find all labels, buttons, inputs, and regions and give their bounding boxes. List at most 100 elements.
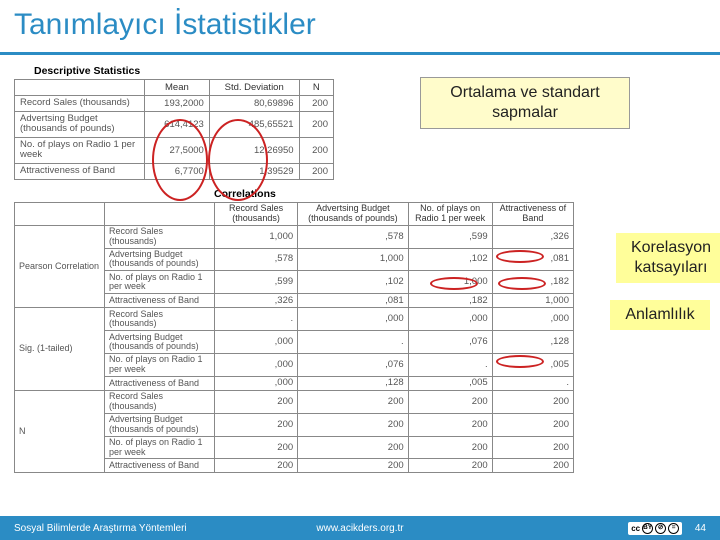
cell-value: ,128 bbox=[298, 376, 409, 390]
cell-value: 200 bbox=[408, 459, 492, 473]
footer-left: Sosyal Bilimlerde Araştırma Yöntemleri bbox=[14, 523, 187, 534]
cell-value: 485,65521 bbox=[209, 112, 299, 138]
table-row: Pearson CorrelationRecord Sales (thousan… bbox=[15, 225, 574, 248]
cell-value: 1,39529 bbox=[209, 163, 299, 179]
cell-value: 1,000 bbox=[408, 271, 492, 294]
title-bar: Tanımlayıcı İstatistikler bbox=[0, 0, 720, 55]
cell-value: 200 bbox=[299, 96, 333, 112]
cell-value: 200 bbox=[408, 436, 492, 459]
cell-value: ,326 bbox=[215, 294, 298, 308]
footer-url: www.acikders.org.tr bbox=[316, 523, 403, 534]
row-label: Record Sales (thousands) bbox=[105, 225, 215, 248]
cell-value: ,182 bbox=[408, 294, 492, 308]
cell-value: 614,4123 bbox=[145, 112, 210, 138]
cell-value: 193,2000 bbox=[145, 96, 210, 112]
desc-col-header: N bbox=[299, 80, 333, 96]
cc-nc-icon: ⊘ bbox=[655, 523, 666, 534]
cell-value: 1,000 bbox=[492, 294, 573, 308]
row-label: Record Sales (thousands) bbox=[105, 308, 215, 331]
desc-tbody: Record Sales (thousands)193,200080,69896… bbox=[15, 96, 334, 180]
cell-value: ,000 bbox=[215, 331, 298, 354]
cell-value: 200 bbox=[299, 137, 333, 163]
cell-value: . bbox=[492, 376, 573, 390]
row-label: Advertsing Budget (thousands of pounds) bbox=[105, 413, 215, 436]
row-label: Advertsing Budget (thousands of pounds) bbox=[105, 248, 215, 271]
table-row: Attractiveness of Band6,77001,39529200 bbox=[15, 163, 334, 179]
row-label: No. of plays on Radio 1 per week bbox=[105, 436, 215, 459]
cell-value: 200 bbox=[215, 390, 298, 413]
table-row: Advertsing Budget (thousands of pounds)6… bbox=[15, 112, 334, 138]
correlations-heading: Correlations bbox=[214, 188, 706, 200]
corr-col-header: Advertsing Budget (thousands of pounds) bbox=[298, 202, 409, 225]
cell-value: ,000 bbox=[298, 308, 409, 331]
cc-badge: cc BY ⊘ = bbox=[628, 522, 682, 535]
page-number: 44 bbox=[695, 523, 706, 534]
table-row: Sig. (1-tailed)Record Sales (thousands).… bbox=[15, 308, 574, 331]
corr-thead: Record Sales (thousands)Advertsing Budge… bbox=[15, 202, 574, 225]
corr-col-header: Attractiveness of Band bbox=[492, 202, 573, 225]
cell-value: ,102 bbox=[408, 248, 492, 271]
cell-value: 200 bbox=[298, 390, 409, 413]
cell-value: 200 bbox=[298, 436, 409, 459]
callout-corr-coef: Korelasyon katsayıları bbox=[616, 233, 720, 283]
cell-value: ,599 bbox=[408, 225, 492, 248]
cell-value: 200 bbox=[492, 390, 573, 413]
descriptive-heading: Descriptive Statistics bbox=[34, 65, 706, 77]
cell-value: . bbox=[298, 331, 409, 354]
corr-tbody: Pearson CorrelationRecord Sales (thousan… bbox=[15, 225, 574, 473]
row-label: Attractiveness of Band bbox=[105, 376, 215, 390]
cell-value: ,081 bbox=[298, 294, 409, 308]
cell-value: 200 bbox=[298, 459, 409, 473]
cell-value: 200 bbox=[408, 413, 492, 436]
cell-value: ,005 bbox=[408, 376, 492, 390]
row-label: Record Sales (thousands) bbox=[15, 96, 145, 112]
cell-value: 200 bbox=[215, 459, 298, 473]
desc-col-header: Std. Deviation bbox=[209, 80, 299, 96]
cell-value: 6,7700 bbox=[145, 163, 210, 179]
cell-value: ,005 bbox=[492, 353, 573, 376]
cell-value: 200 bbox=[299, 163, 333, 179]
cc-nd-icon: = bbox=[668, 523, 679, 534]
desc-thead: MeanStd. DeviationN bbox=[15, 80, 334, 96]
content-area: Descriptive Statistics MeanStd. Deviatio… bbox=[0, 55, 720, 473]
cell-value: ,076 bbox=[408, 331, 492, 354]
cell-value: ,000 bbox=[492, 308, 573, 331]
row-label: Record Sales (thousands) bbox=[105, 390, 215, 413]
cell-value: 1,000 bbox=[298, 248, 409, 271]
cell-value: ,102 bbox=[298, 271, 409, 294]
footer-right: cc BY ⊘ = 44 bbox=[628, 522, 706, 535]
cell-value: ,000 bbox=[215, 376, 298, 390]
row-label: Advertsing Budget (thousands of pounds) bbox=[15, 112, 145, 138]
cell-value: ,000 bbox=[408, 308, 492, 331]
cell-value: 200 bbox=[408, 390, 492, 413]
cc-by-icon: BY bbox=[642, 523, 653, 534]
row-label: Attractiveness of Band bbox=[105, 294, 215, 308]
desc-col-header: Mean bbox=[145, 80, 210, 96]
row-label: Attractiveness of Band bbox=[15, 163, 145, 179]
cell-value: 200 bbox=[298, 413, 409, 436]
correlations-block: Correlations Record Sales (thousands)Adv… bbox=[14, 188, 706, 474]
cell-value: ,326 bbox=[492, 225, 573, 248]
callout-mean-std: Ortalama ve standart sapmalar bbox=[420, 77, 630, 129]
cell-value: 200 bbox=[492, 436, 573, 459]
cell-value: ,081 bbox=[492, 248, 573, 271]
cell-value: . bbox=[215, 308, 298, 331]
page-title: Tanımlayıcı İstatistikler bbox=[14, 8, 706, 42]
cell-value: 200 bbox=[492, 413, 573, 436]
cell-value: ,578 bbox=[298, 225, 409, 248]
cell-value: 200 bbox=[215, 413, 298, 436]
row-label: No. of plays on Radio 1 per week bbox=[105, 353, 215, 376]
group-label: N bbox=[15, 390, 105, 473]
cell-value: ,182 bbox=[492, 271, 573, 294]
group-label: Pearson Correlation bbox=[15, 225, 105, 308]
cell-value: 1,000 bbox=[215, 225, 298, 248]
row-label: No. of plays on Radio 1 per week bbox=[105, 271, 215, 294]
cell-value: 12,26950 bbox=[209, 137, 299, 163]
table-row: NRecord Sales (thousands)200200200200 bbox=[15, 390, 574, 413]
callout-significance: Anlamlılık bbox=[610, 300, 710, 330]
cell-value: 200 bbox=[299, 112, 333, 138]
cell-value: ,076 bbox=[298, 353, 409, 376]
footer-bar: Sosyal Bilimlerde Araştırma Yöntemleri w… bbox=[0, 516, 720, 540]
cell-value: . bbox=[408, 353, 492, 376]
cell-value: 200 bbox=[492, 459, 573, 473]
